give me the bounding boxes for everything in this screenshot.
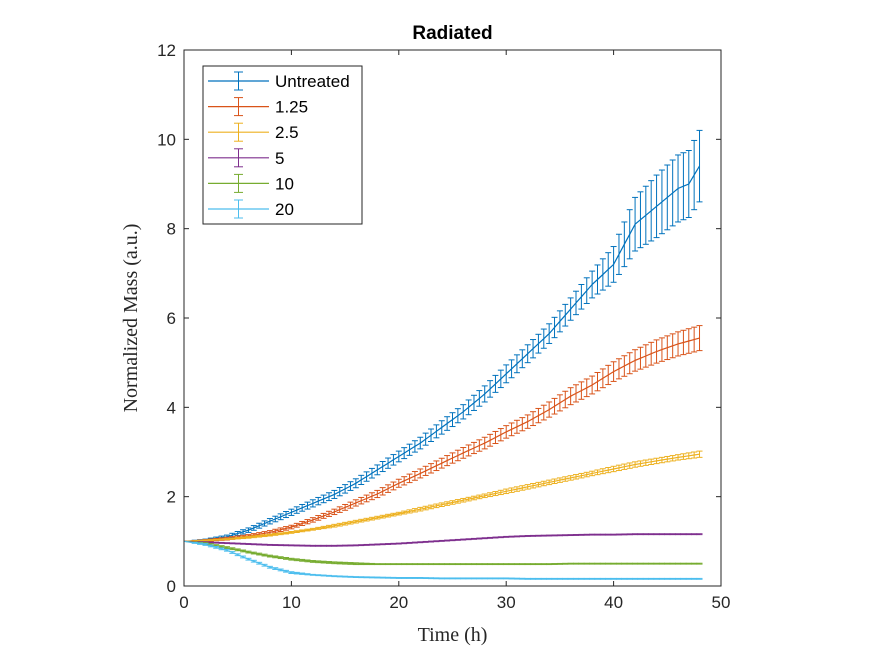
- x-tick-label: 30: [497, 593, 516, 612]
- series-line: [183, 165, 701, 542]
- legend-label: 1.25: [275, 98, 308, 117]
- series-line: [183, 337, 700, 542]
- y-tick-label: 0: [167, 577, 176, 596]
- series-line: [183, 453, 700, 542]
- series-1: [183, 325, 703, 542]
- series-line: [183, 540, 700, 580]
- chart-title: Radiated: [412, 23, 492, 44]
- series-layer: [183, 129, 703, 580]
- x-tick-label: 40: [604, 593, 623, 612]
- y-axis-label: Normalized Mass (a.u.): [120, 224, 142, 413]
- legend-label: 10: [275, 174, 294, 193]
- legend-item: 2.5: [208, 122, 299, 142]
- series-3: [183, 533, 703, 547]
- y-tick-label: 8: [167, 220, 176, 239]
- x-tick-label: 0: [179, 593, 188, 612]
- series-line: [183, 533, 700, 547]
- x-tick-label: 20: [389, 593, 408, 612]
- series-5: [183, 540, 703, 580]
- legend-item: 20: [208, 199, 294, 219]
- legend: Untreated 1.25 2.5 5 10 20: [202, 65, 363, 225]
- error-bars-2: [197, 450, 703, 542]
- y-tick-label: 10: [157, 130, 176, 149]
- legend-item: 1.25: [208, 97, 308, 117]
- legend-box: [202, 65, 363, 225]
- legend-item: 10: [208, 173, 294, 193]
- y-tick-label: 4: [167, 398, 176, 417]
- error-bars-1: [191, 325, 703, 542]
- legend-label: Untreated: [275, 72, 350, 91]
- series-line: [183, 540, 700, 565]
- legend-label: 5: [275, 149, 284, 168]
- tick-layer: 0 10 20 30 40 50 0 2 4 6 8 10 12: [157, 41, 730, 612]
- x-axis-label: Time (h): [418, 624, 488, 646]
- legend-label: 2.5: [275, 123, 299, 142]
- y-tick-label: 2: [167, 488, 176, 507]
- series-2: [183, 450, 703, 542]
- x-tick-label: 50: [712, 593, 731, 612]
- legend-item: Untreated: [208, 71, 350, 91]
- y-tick-label: 6: [167, 309, 176, 328]
- y-tick-label: 12: [157, 41, 176, 60]
- x-tick-label: 10: [282, 593, 301, 612]
- series-4: [183, 540, 703, 566]
- legend-label: 20: [275, 200, 294, 219]
- legend-item: 5: [208, 148, 284, 168]
